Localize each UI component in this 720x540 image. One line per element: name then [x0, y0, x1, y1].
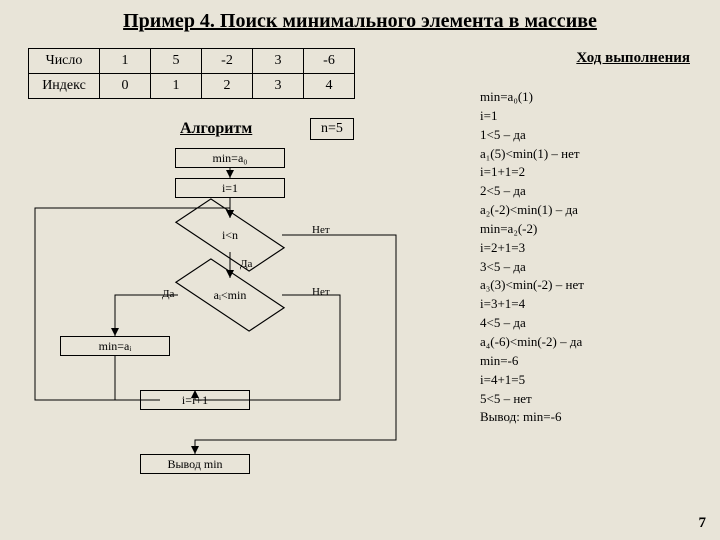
trace-line: 2<5 – да: [480, 182, 584, 201]
trace-line: i=1+1=2: [480, 163, 584, 182]
table-cell: 2: [202, 74, 253, 99]
branch-label-yes: Да: [240, 258, 252, 270]
trace-line: min=-6: [480, 352, 584, 371]
table-cell: 5: [151, 49, 202, 74]
table-cell: -6: [304, 49, 355, 74]
trace-line: i=4+1=5: [480, 371, 584, 390]
flow-decision-loop: i<n: [195, 218, 265, 252]
trace-line: i=2+1=3: [480, 239, 584, 258]
trace-line: a₃(3)<min(-2) – нет: [480, 276, 584, 295]
n-value-box: n=5: [310, 118, 354, 140]
table-cell: 3: [253, 74, 304, 99]
table-cell: 1: [100, 49, 151, 74]
trace-line: min=a₀(1): [480, 88, 584, 107]
trace-line: 5<5 – нет: [480, 390, 584, 409]
trace-line: i=3+1=4: [480, 295, 584, 314]
data-table: Число 1 5 -2 3 -6 Индекс 0 1 2 3 4: [28, 48, 355, 99]
trace-line: a₄(-6)<min(-2) – да: [480, 333, 584, 352]
decision-text: i<n: [180, 218, 280, 252]
flow-box-increment: i=i+1: [140, 390, 250, 410]
trace-line: 1<5 – да: [480, 126, 584, 145]
slide-title: Пример 4. Поиск минимального элемента в …: [0, 10, 720, 33]
flow-box-min-init: min=a₀: [175, 148, 285, 168]
trace-line: a₁(5)<min(1) – нет: [480, 145, 584, 164]
table-cell: 0: [100, 74, 151, 99]
row-label: Индекс: [29, 74, 100, 99]
trace-line: 3<5 – да: [480, 258, 584, 277]
trace-line: Вывод: min=-6: [480, 408, 584, 427]
trace-line: i=1: [480, 107, 584, 126]
trace-line: min=a₂(-2): [480, 220, 584, 239]
decision-text: aᵢ<min: [180, 278, 280, 312]
trace-line: a₂(-2)<min(1) – да: [480, 201, 584, 220]
table-cell: -2: [202, 49, 253, 74]
flow-decision-compare: aᵢ<min: [195, 278, 265, 312]
page-number: 7: [699, 515, 707, 532]
algorithm-heading: Алгоритм: [180, 120, 252, 138]
branch-label-no: Нет: [312, 224, 330, 236]
branch-label-no: Нет: [312, 286, 330, 298]
row-label: Число: [29, 49, 100, 74]
flow-box-i-init: i=1: [175, 178, 285, 198]
table-cell: 3: [253, 49, 304, 74]
execution-trace: min=a₀(1)i=11<5 – даa₁(5)<min(1) – нетi=…: [480, 88, 584, 427]
trace-heading: Ход выполнения: [576, 50, 690, 67]
trace-line: 4<5 – да: [480, 314, 584, 333]
flow-box-output: Вывод min: [140, 454, 250, 474]
slide: Пример 4. Поиск минимального элемента в …: [0, 0, 720, 540]
flow-box-update-min: min=aᵢ: [60, 336, 170, 356]
table-cell: 1: [151, 74, 202, 99]
branch-label-yes: Да: [162, 288, 174, 300]
table-cell: 4: [304, 74, 355, 99]
table-row: Число 1 5 -2 3 -6: [29, 49, 355, 74]
table-row: Индекс 0 1 2 3 4: [29, 74, 355, 99]
